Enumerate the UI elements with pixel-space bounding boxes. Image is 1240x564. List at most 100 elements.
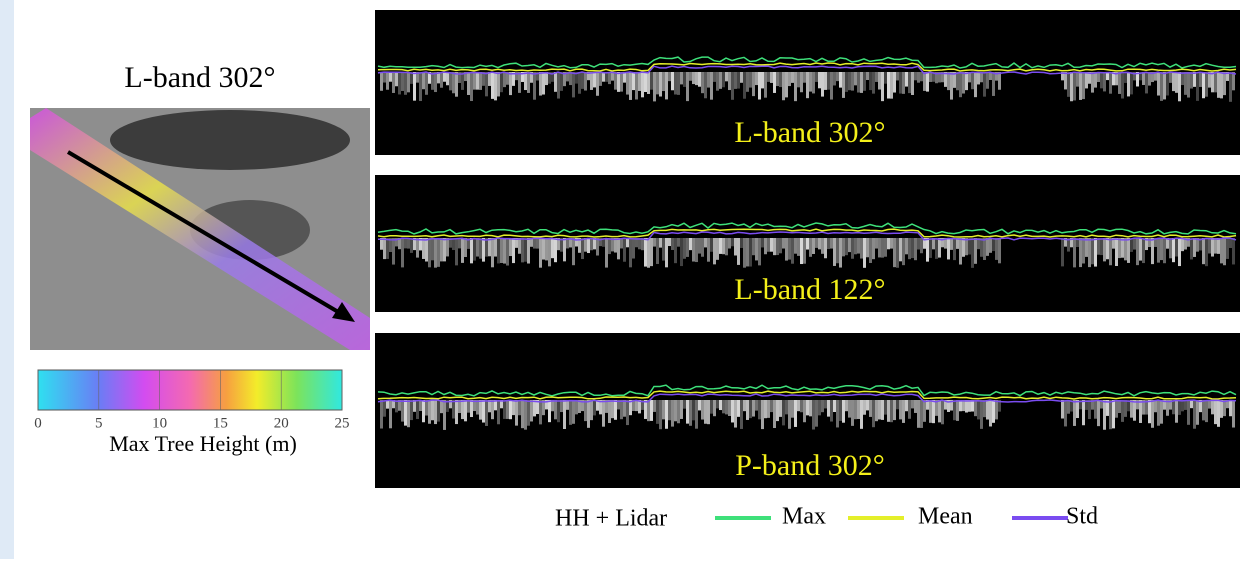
backscatter	[1088, 238, 1091, 268]
backscatter	[1082, 238, 1085, 264]
backscatter	[782, 400, 785, 426]
backscatter	[872, 72, 875, 94]
backscatter	[845, 72, 848, 92]
backscatter	[506, 400, 509, 419]
backscatter	[821, 72, 824, 97]
backscatter	[824, 238, 827, 259]
legend-entry: Max	[782, 504, 826, 530]
backscatter	[821, 400, 824, 413]
backscatter	[1097, 238, 1100, 255]
backscatter	[566, 238, 569, 249]
backscatter	[566, 400, 569, 410]
backscatter	[914, 238, 917, 261]
backscatter	[659, 400, 662, 430]
backscatter	[602, 238, 605, 247]
backscatter	[1133, 238, 1136, 250]
backscatter	[893, 400, 896, 421]
backscatter	[1208, 400, 1211, 409]
backscatter	[767, 72, 770, 82]
backscatter	[440, 238, 443, 262]
backscatter	[539, 238, 542, 268]
backscatter	[635, 238, 638, 248]
backscatter	[665, 72, 668, 100]
backscatter	[737, 400, 740, 417]
backscatter	[509, 238, 512, 257]
backscatter	[971, 238, 974, 268]
backscatter	[638, 72, 641, 91]
backscatter	[731, 400, 734, 423]
backscatter	[587, 400, 590, 428]
backscatter	[614, 400, 617, 420]
backscatter	[500, 238, 503, 263]
backscatter	[1079, 400, 1082, 410]
backscatter	[1214, 400, 1217, 425]
backscatter	[521, 72, 524, 82]
backscatter	[611, 72, 614, 81]
backscatter	[722, 72, 725, 88]
colorbar	[37, 369, 343, 411]
backscatter	[1112, 238, 1115, 249]
backscatter	[611, 238, 614, 252]
backscatter	[473, 238, 476, 261]
backscatter	[548, 72, 551, 84]
backscatter	[1142, 238, 1145, 264]
backscatter	[776, 72, 779, 87]
backscatter	[1208, 72, 1211, 88]
backscatter	[764, 238, 767, 255]
backscatter	[491, 238, 494, 268]
backscatter	[485, 238, 488, 257]
backscatter	[752, 400, 755, 417]
backscatter	[488, 72, 491, 86]
backscatter	[917, 72, 920, 83]
backscatter	[794, 238, 797, 254]
backscatter	[1166, 400, 1169, 416]
backscatter	[581, 238, 584, 260]
backscatter	[461, 72, 464, 90]
backscatter	[401, 238, 404, 268]
backscatter	[974, 400, 977, 417]
backscatter	[407, 238, 410, 249]
backscatter	[638, 238, 641, 250]
backscatter	[1160, 400, 1163, 424]
backscatter	[899, 238, 902, 262]
backscatter	[410, 400, 413, 421]
backscatter	[1202, 238, 1205, 265]
backscatter	[584, 400, 587, 422]
backscatter	[431, 238, 434, 261]
backscatter	[773, 238, 776, 256]
backscatter	[1136, 72, 1139, 87]
backscatter	[449, 238, 452, 248]
backscatter	[710, 238, 713, 252]
backscatter	[845, 400, 848, 412]
backscatter	[998, 400, 1001, 412]
backscatter	[710, 400, 713, 414]
backscatter	[440, 400, 443, 414]
backscatter	[887, 238, 890, 250]
colorbar-tick-label: 20	[274, 415, 289, 431]
backscatter	[1085, 72, 1088, 89]
backscatter	[986, 238, 989, 256]
backscatter	[443, 400, 446, 430]
backscatter	[1205, 400, 1208, 423]
backscatter	[536, 238, 539, 249]
backscatter	[710, 72, 713, 100]
backscatter	[1109, 238, 1112, 266]
backscatter	[482, 72, 485, 86]
backscatter	[620, 400, 623, 420]
backscatter	[392, 400, 395, 409]
backscatter	[725, 400, 728, 415]
backscatter	[965, 400, 968, 413]
backscatter	[884, 238, 887, 257]
backscatter	[839, 238, 842, 268]
backscatter	[791, 400, 794, 418]
backscatter	[1145, 400, 1148, 415]
backscatter	[842, 400, 845, 423]
backscatter	[1073, 238, 1076, 268]
backscatter	[941, 238, 944, 248]
backscatter	[1211, 400, 1214, 415]
panel-label: P-band 302°	[735, 449, 885, 482]
backscatter	[845, 238, 848, 256]
backscatter	[458, 72, 461, 83]
backscatter	[515, 72, 518, 81]
backscatter	[635, 400, 638, 412]
